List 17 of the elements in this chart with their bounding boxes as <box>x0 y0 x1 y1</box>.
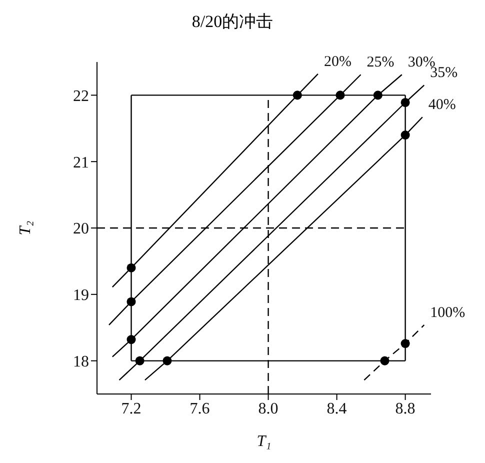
chart-title: 8/20的冲击 <box>192 12 274 31</box>
x-tick-label: 8.0 <box>258 400 278 418</box>
y-tick-label: 21 <box>73 154 89 172</box>
x-tick-label: 8.4 <box>326 400 347 418</box>
y-tick-label: 19 <box>73 287 89 304</box>
series-label: 100% <box>430 304 466 321</box>
series-label: 40% <box>428 97 456 114</box>
x-axis-title: T₁ <box>256 433 272 450</box>
series-label: 20% <box>324 54 352 70</box>
x-tick-label: 7.2 <box>121 400 142 418</box>
x-tick-label: 8.8 <box>395 400 416 418</box>
series-label: 25% <box>366 54 394 71</box>
y-tick-label: 18 <box>73 353 89 370</box>
y-axis-title: T₂ <box>17 220 34 236</box>
y-tick-label: 22 <box>73 88 89 105</box>
y-tick-label: 20 <box>73 220 89 238</box>
x-tick-label: 7.6 <box>190 400 210 418</box>
